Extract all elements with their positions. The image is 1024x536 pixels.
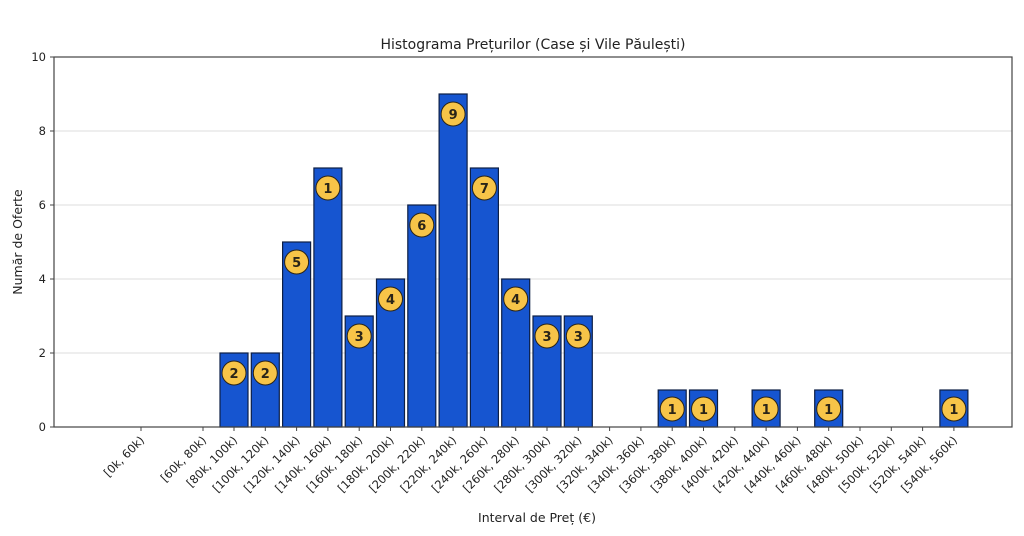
x-axis: [0k, 60k) [60k, 80k)[80k, 100k)[100k, 120… (101, 427, 960, 495)
count-badge (816, 396, 842, 422)
count-badge-label: 1 (762, 403, 771, 418)
count-badge-label: 7 (480, 182, 489, 197)
y-tick-label: 2 (39, 346, 46, 360)
count-badge (378, 286, 403, 312)
histogram-bar (313, 167, 343, 428)
count-badge-label: 1 (323, 182, 332, 197)
count-badge (409, 212, 435, 238)
histogram-bar (469, 167, 499, 428)
count-badge (753, 396, 779, 422)
y-tick-label: 8 (39, 124, 46, 138)
count-badge (941, 396, 967, 422)
count-badge-label: 1 (949, 403, 958, 418)
x-tick-label: [0k, 60k) (101, 433, 147, 479)
count-badge-label: 9 (449, 108, 458, 123)
bars: 2 2 5 1 3 4 6 9 7 4 3 3 1 1 1 1 1 (219, 93, 969, 428)
count-badge-label: 4 (386, 293, 395, 308)
y-axis: 0 2 4 6 8 10 (31, 50, 54, 434)
y-tick-label: 10 (31, 50, 46, 64)
count-badge-label: 1 (824, 403, 833, 418)
y-tick-label: 6 (39, 198, 46, 212)
count-badge (691, 396, 716, 422)
count-badge (346, 323, 372, 349)
count-badge-label: 2 (261, 367, 270, 382)
x-axis-label: Interval de Preț (€) (478, 510, 596, 525)
count-badge-label: 1 (668, 403, 677, 418)
count-badge (471, 175, 497, 201)
count-badge (315, 175, 341, 201)
count-badge (659, 396, 685, 422)
count-badge-label: 3 (542, 330, 551, 345)
count-badge (284, 249, 310, 275)
count-badge-label: 5 (292, 256, 301, 271)
count-badge (252, 360, 278, 386)
plot-frame (53, 56, 1013, 428)
y-tick-label: 0 (39, 420, 46, 434)
count-badge-label: 3 (355, 330, 364, 345)
count-badge-label: 2 (229, 367, 238, 382)
count-badge-label: 6 (417, 219, 426, 234)
y-axis-label: Număr de Oferte (10, 189, 25, 295)
histogram-bar (407, 204, 437, 428)
count-badge (440, 101, 466, 127)
y-tick-label: 4 (39, 272, 46, 286)
chart-title: Histograma Prețurilor (Case și Vile Păul… (380, 37, 685, 53)
count-badge (221, 360, 247, 386)
count-badge (503, 286, 529, 312)
count-badge (534, 323, 560, 349)
histogram-bar (438, 93, 468, 428)
count-badge (565, 323, 591, 349)
count-badge-label: 1 (699, 403, 708, 418)
count-badge-label: 4 (511, 293, 520, 308)
count-badge-label: 3 (574, 330, 583, 345)
